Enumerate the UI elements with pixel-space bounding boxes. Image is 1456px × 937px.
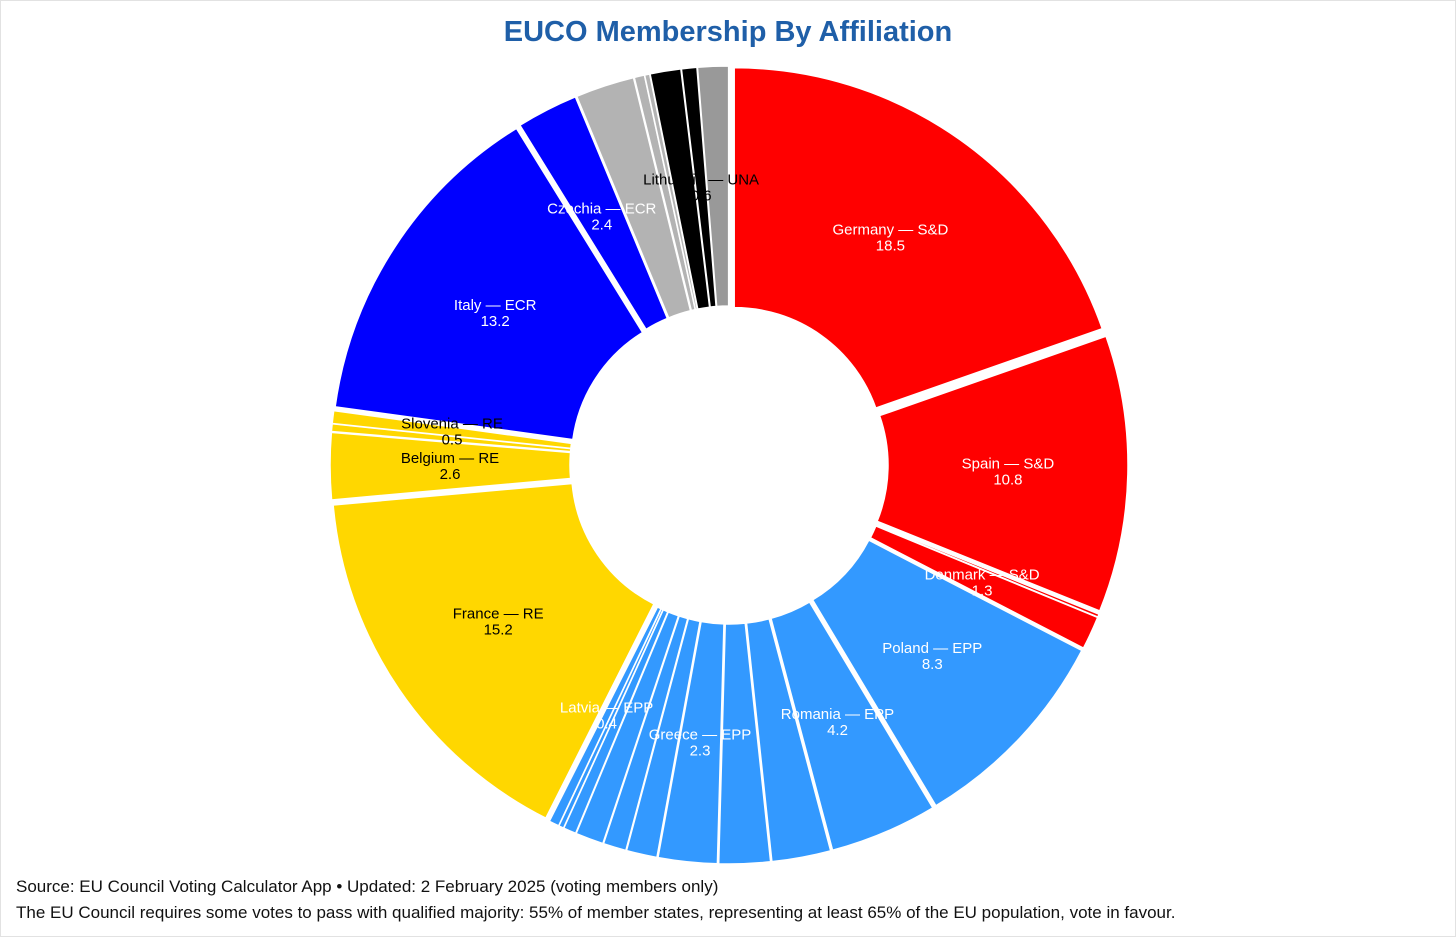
slice-belgium-re [329,431,572,501]
slice-greece-epp [657,620,725,865]
slice-label-lithuania-una: Lithuania — UNA [643,171,759,188]
slice-value-belgium-re: 2.6 [440,466,461,483]
slice-denmark-s-d [869,525,1099,649]
chart-title: EUCO Membership By Affiliation [503,16,953,48]
slice-germany-s-d [733,66,1104,409]
footer-source: Source: EU Council Voting Calculator App… [16,877,719,896]
slice-spain-s-d [876,335,1129,612]
slice-value-romania-epp: 4.2 [827,722,848,739]
footer-note: The EU Council requires some votes to pa… [16,903,1176,922]
slice-label-belgium-re: Belgium — RE [401,450,499,467]
slice-hungary-ni [696,65,730,308]
slice-value-lithuania-una: 0.6 [691,187,712,204]
slice-value-italy-ecr: 13.2 [481,313,510,330]
slice-value-france-re: 15.2 [484,622,513,639]
slice-italy-ecr [334,127,644,441]
slice-label-denmark-s-d: Denmark — S&D [925,566,1040,583]
slice-label-latvia-epp: Latvia — EPP [560,700,653,717]
slice-label-italy-ecr: Italy — ECR [454,297,537,314]
slice-poland-epp [811,539,1083,807]
slice-value-slovenia-re: 0.5 [442,431,463,448]
slice-value-germany-s-d: 18.5 [876,237,905,254]
slice-austria-epp [717,622,772,865]
slice-label-france-re: France — RE [453,606,544,623]
slice-label-slovenia-re: Slovenia — RE [401,415,503,432]
slice-value-denmark-s-d: 1.3 [972,582,993,599]
slice-czechia-ecr [519,96,669,331]
slice-value-latvia-epp: 0.4 [596,716,617,733]
slice-label-romania-epp: Romania — EPP [781,706,894,723]
slice-value-poland-epp: 8.3 [922,656,943,673]
slice-value-czechia-ecr: 2.4 [591,217,612,234]
slice-france-re [332,482,655,819]
slice-portugal-na [575,76,692,319]
slice-label-greece-epp: Greece — EPP [649,726,752,743]
slice-label-czechia-ecr: Czechia — ECR [547,201,656,218]
slice-label-spain-s-d: Spain — S&D [962,455,1055,472]
slice-value-greece-epp: 2.3 [690,742,711,759]
slice-value-spain-s-d: 10.8 [993,471,1022,488]
slice-romania-epp [770,601,934,851]
slice-slovenia-re [331,409,573,450]
slice-label-poland-epp: Poland — EPP [882,640,982,657]
slice-latvia-epp [548,606,662,827]
slice-sweden-epp [745,618,832,863]
slice-label-germany-s-d: Germany — S&D [832,221,948,238]
